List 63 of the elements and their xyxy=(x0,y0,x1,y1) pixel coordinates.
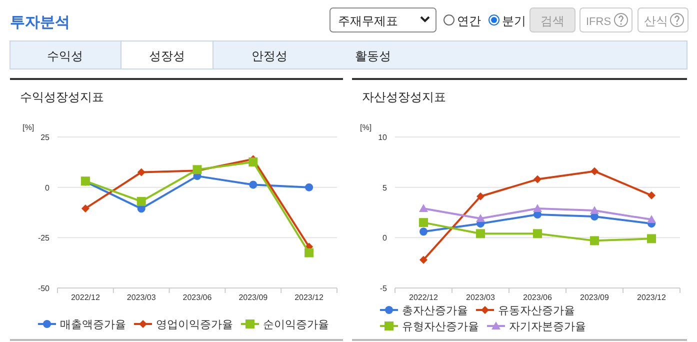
y-tick-label: 25 xyxy=(40,133,50,142)
text: 성장성 xyxy=(149,49,185,63)
point xyxy=(533,229,542,238)
text: 연간 xyxy=(457,14,481,28)
point xyxy=(534,175,542,184)
legend-label: 유동자산증가율 xyxy=(498,305,575,317)
x-tick-label: 2023/12 xyxy=(637,293,667,302)
point xyxy=(533,204,542,212)
y-tick-label: -5 xyxy=(380,284,388,293)
chart-title: 자산성장성지표 xyxy=(362,90,446,104)
legend-label: 매출액증가율 xyxy=(60,319,126,331)
point xyxy=(476,229,485,238)
point xyxy=(590,236,599,246)
x-tick-label: 2022/12 xyxy=(70,293,100,302)
point xyxy=(419,218,428,228)
point xyxy=(248,157,258,166)
point xyxy=(648,191,656,200)
legend-label: 순이익증가율 xyxy=(263,319,329,331)
point xyxy=(476,192,484,200)
point xyxy=(647,234,656,244)
x-tick-label: 2023/12 xyxy=(294,293,324,302)
point xyxy=(420,256,428,264)
y-tick-label: -50 xyxy=(38,284,50,293)
point xyxy=(647,215,656,224)
text: 검색 xyxy=(540,14,564,28)
x-tick-label: 2023/03 xyxy=(126,293,156,302)
point xyxy=(249,180,258,189)
legend-label: 자기자본증가율 xyxy=(509,321,586,333)
x-tick-label: 2022/12 xyxy=(409,293,439,302)
x-tick-label: 2023/06 xyxy=(182,293,212,302)
point xyxy=(81,204,90,212)
text: 활동성 xyxy=(355,49,391,63)
y-tick-label: 5 xyxy=(382,183,388,192)
point xyxy=(137,168,146,176)
y-tick-label: 0 xyxy=(382,234,388,243)
x-tick-label: 2023/09 xyxy=(580,293,610,302)
text: 투자분석 xyxy=(10,14,70,31)
legend-label: 총자산증가율 xyxy=(402,305,468,317)
y-axis-title: [%] xyxy=(360,123,372,132)
y-axis-title: [%] xyxy=(22,123,34,132)
point xyxy=(590,206,599,214)
legend-label: 유형자산증가율 xyxy=(402,321,479,333)
point xyxy=(590,167,598,176)
point xyxy=(420,228,428,236)
y-tick-label: 10 xyxy=(378,133,388,142)
x-tick-label: 2023/09 xyxy=(238,293,268,302)
point xyxy=(476,214,485,222)
text: 산식 xyxy=(644,14,668,28)
x-tick-label: 2023/06 xyxy=(523,293,553,302)
text: 주재무제표 xyxy=(338,14,398,28)
x-tick-label: 2023/03 xyxy=(466,293,496,302)
y-tick-label: -25 xyxy=(38,234,50,243)
point xyxy=(136,196,146,206)
point xyxy=(304,248,314,258)
y-tick-label: 0 xyxy=(45,183,50,192)
text: IFRS xyxy=(586,16,612,28)
point xyxy=(305,183,314,192)
text: 안정성 xyxy=(252,49,288,63)
text: 수익성 xyxy=(47,49,83,63)
legend-label: 영업이익증가율 xyxy=(156,319,233,331)
text: 분기 xyxy=(502,14,526,28)
point xyxy=(419,204,428,212)
chart-title: 수익성장성지표 xyxy=(20,90,104,104)
